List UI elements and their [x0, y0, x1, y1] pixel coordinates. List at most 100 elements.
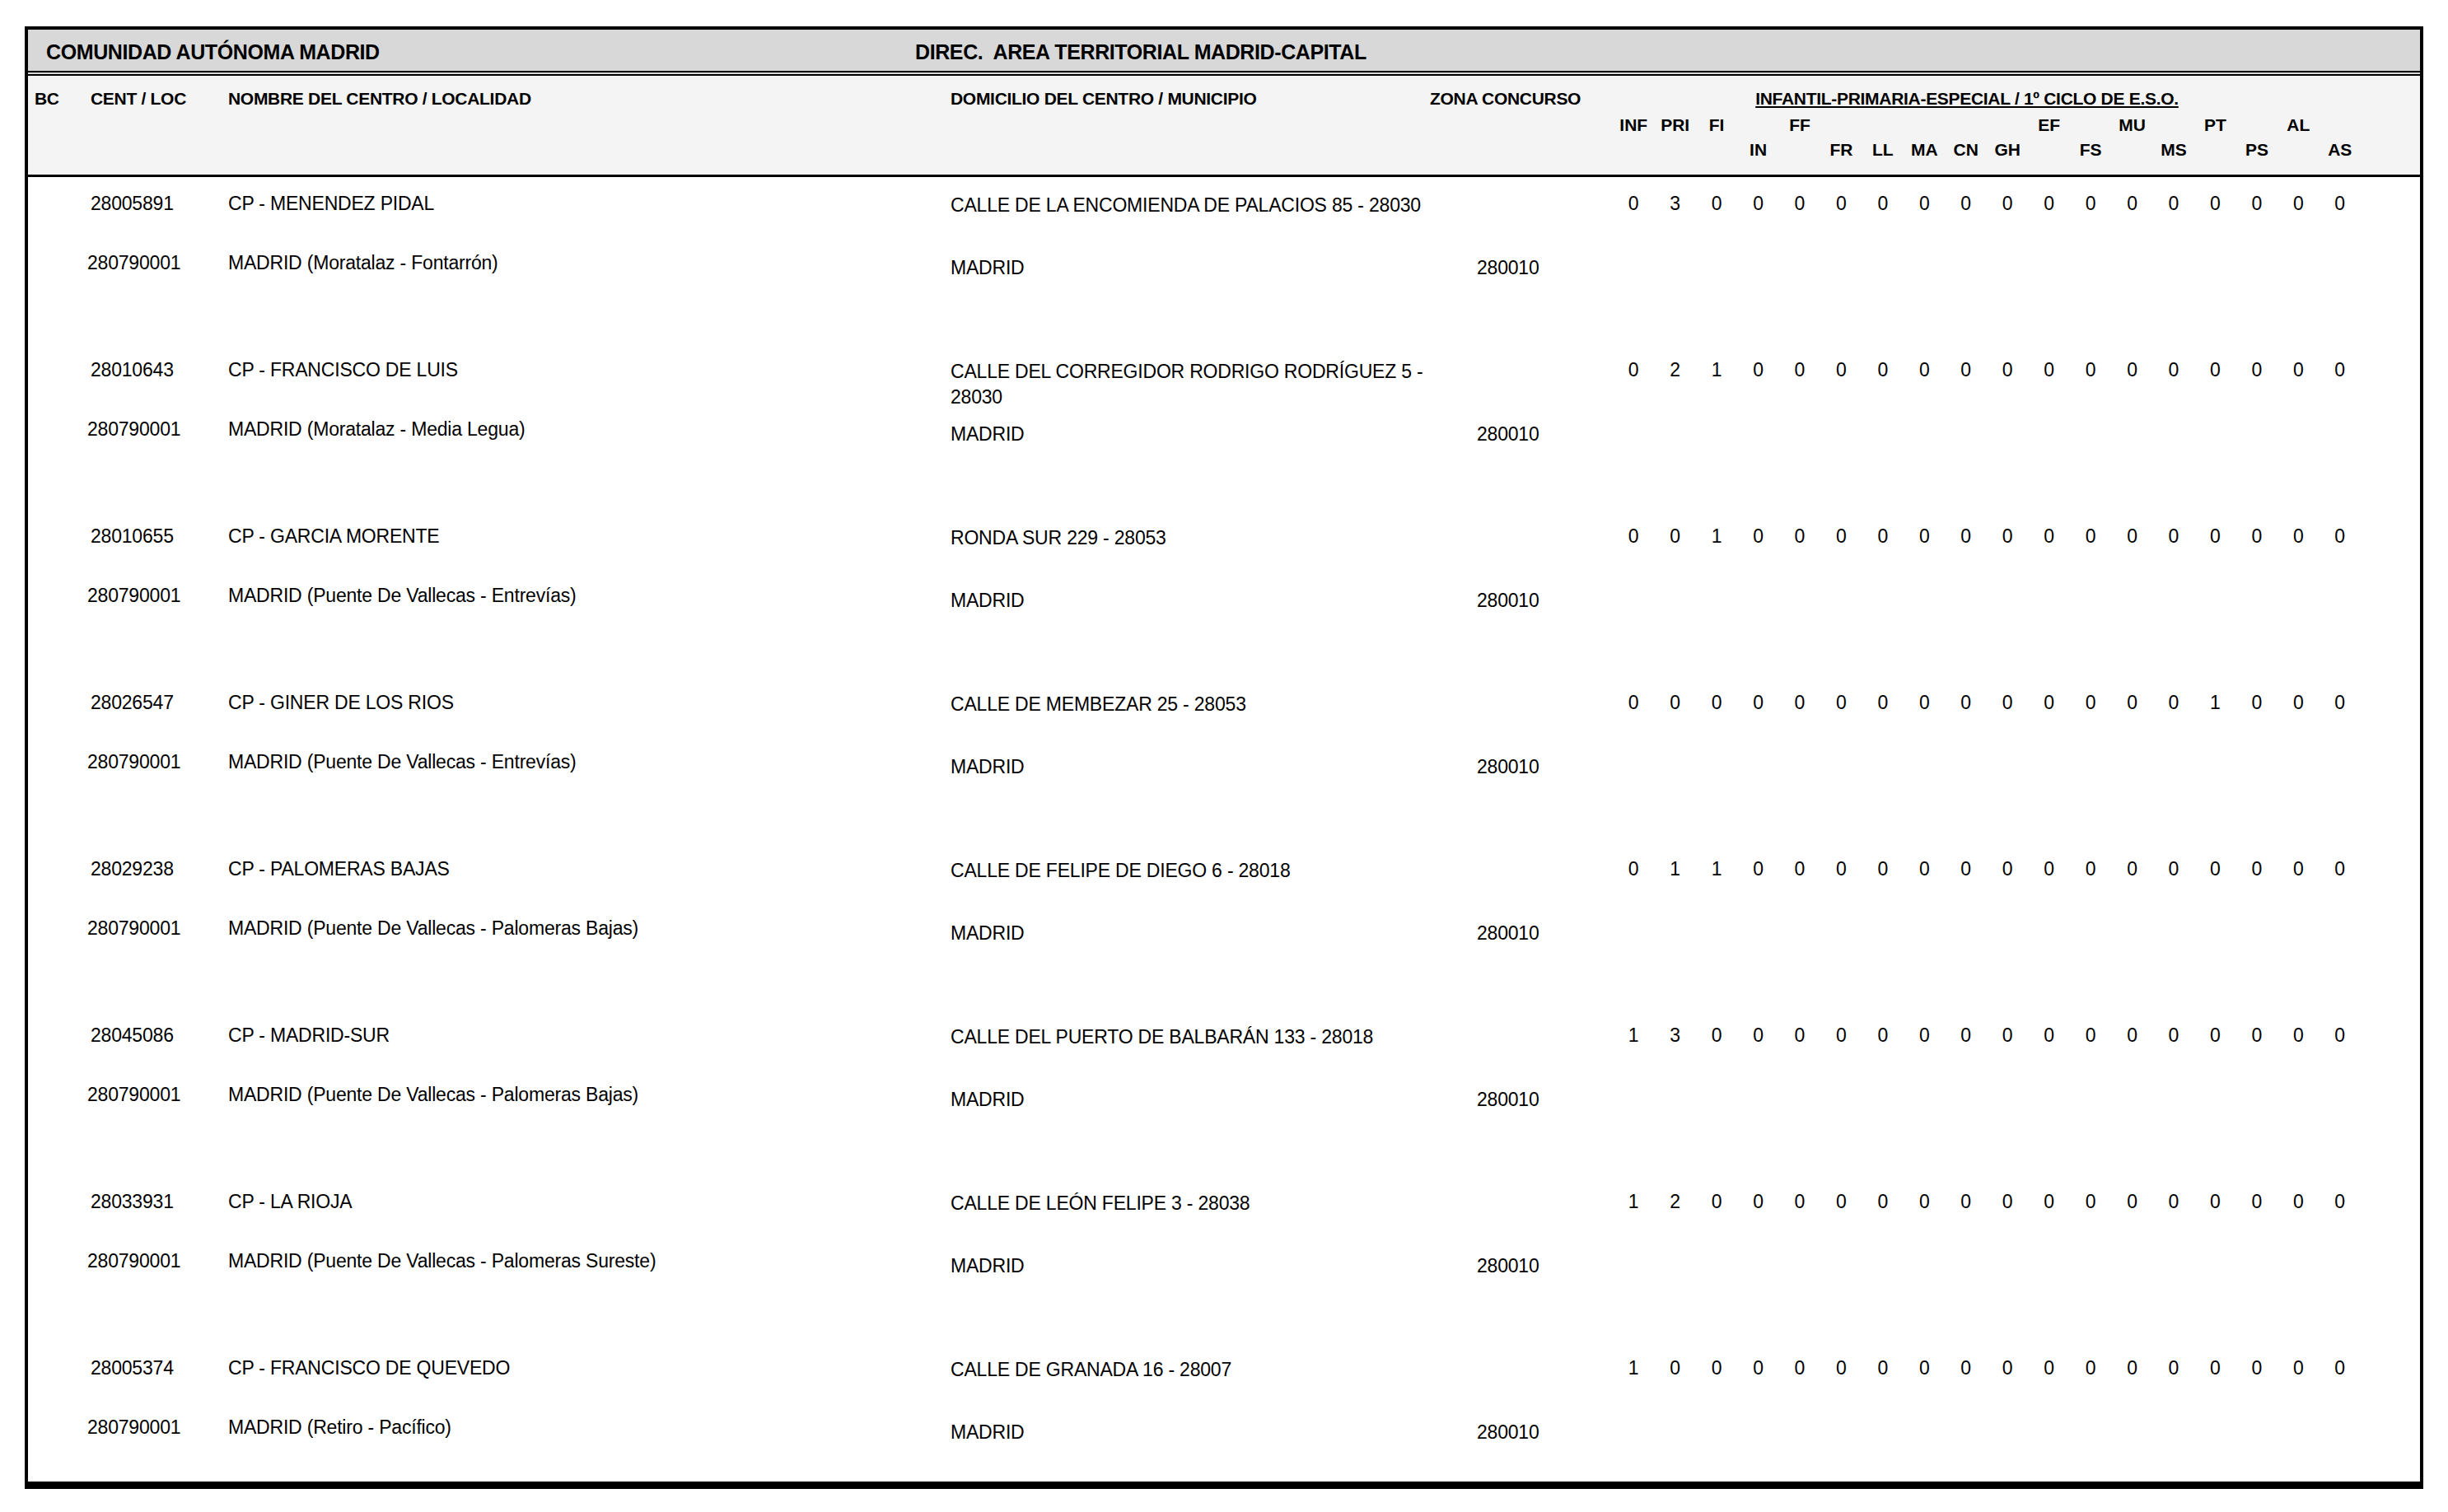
center-name: CP - FRANCISCO DE QUEVEDO: [228, 1357, 510, 1379]
vacancy-count: 0: [1987, 858, 2028, 880]
center-code: 28033931: [91, 1191, 174, 1213]
vacancy-count: 0: [1779, 193, 1820, 215]
vacancy-values: 130000000000000000: [1613, 1024, 2361, 1047]
subject-code-cell: PRI: [1654, 115, 1695, 135]
col-header-zona-concurso: ZONA CONCURSO: [1430, 89, 1581, 109]
center-address: CALLE DE GRANADA 16 - 28007: [951, 1357, 1428, 1383]
vacancy-count: 0: [2153, 193, 2194, 215]
center-row: 28033931 CP - LA RIOJA CALLE DE LEÓN FEL…: [28, 1191, 2420, 1356]
vacancy-count: 0: [1904, 359, 1945, 381]
subject-code-cell: AL: [2277, 115, 2319, 135]
vacancy-count: 0: [1737, 1191, 1778, 1213]
vacancy-count: 1: [1613, 1024, 1654, 1047]
vacancy-values: 100000000000000000: [1613, 1357, 2361, 1379]
vacancy-count: 0: [1737, 1024, 1778, 1047]
vacancy-count: 1: [1613, 1357, 1654, 1379]
vacancy-count: 0: [2070, 858, 2111, 880]
center-address: CALLE DE LA ENCOMIENDA DE PALACIOS 85 - …: [951, 193, 1428, 218]
center-row: 28045086 CP - MADRID-SUR CALLE DEL PUERT…: [28, 1024, 2420, 1189]
vacancy-count: 0: [2028, 193, 2069, 215]
zona-concurso-value: 280010: [1477, 1255, 1539, 1277]
vacancy-count: 0: [2236, 858, 2277, 880]
vacancy-count: 0: [2111, 1024, 2152, 1047]
subject-code-cell: [1862, 115, 1904, 135]
vacancy-count: 0: [2277, 1024, 2319, 1047]
vacancy-count: 0: [2194, 1357, 2235, 1379]
vacancy-count: 0: [1904, 692, 1945, 714]
center-address: CALLE DEL PUERTO DE BALBARÁN 133 - 28018: [951, 1024, 1428, 1050]
vacancy-count: 0: [2111, 692, 2152, 714]
vacancy-count: 0: [2320, 193, 2361, 215]
center-address: CALLE DE MEMBEZAR 25 - 28053: [951, 692, 1428, 717]
vacancy-count: 0: [2153, 525, 2194, 548]
vacancy-count: 0: [1654, 692, 1695, 714]
subject-code-cell: FI: [1696, 115, 1737, 135]
vacancy-count: 0: [1779, 858, 1820, 880]
vacancy-count: 0: [1696, 193, 1737, 215]
vacancy-count: 1: [2194, 692, 2235, 714]
subject-code-cell: [1987, 115, 2028, 135]
region-title: COMUNIDAD AUTÓNOMA MADRID: [46, 40, 380, 64]
vacancy-count: 0: [1862, 858, 1904, 880]
vacancy-count: 0: [2028, 1024, 2069, 1047]
vacancy-count: 0: [2320, 359, 2361, 381]
subject-code-cell: [2236, 115, 2277, 135]
vacancy-count: 0: [2070, 692, 2111, 714]
col-header-domicilio: DOMICILIO DEL CENTRO / MUNICIPIO: [951, 89, 1257, 109]
locality-name: MADRID (Puente De Vallecas - Palomeras B…: [228, 917, 638, 940]
vacancy-count: 0: [2236, 359, 2277, 381]
subject-code-cell: PS: [2236, 140, 2277, 160]
vacancy-count: 0: [2277, 193, 2319, 215]
subject-code-cell: FF: [1779, 115, 1820, 135]
vacancy-count: 0: [2028, 692, 2069, 714]
vacancy-count: 1: [1696, 359, 1737, 381]
zona-concurso-value: 280010: [1477, 257, 1539, 279]
vacancy-count: 1: [1696, 525, 1737, 548]
center-address: RONDA SUR 229 - 28053: [951, 525, 1428, 551]
vacancy-count: 0: [1987, 1357, 2028, 1379]
vacancy-count: 0: [2028, 1191, 2069, 1213]
vacancy-values: 021000000000000000: [1613, 359, 2361, 381]
vacancy-count: 0: [2236, 1024, 2277, 1047]
vacancy-count: 0: [2320, 525, 2361, 548]
vacancy-count: 0: [2194, 359, 2235, 381]
column-header-band: BC CENT / LOC NOMBRE DEL CENTRO / LOCALI…: [28, 76, 2420, 177]
subject-code-cell: AS: [2320, 140, 2361, 160]
center-row: 28005891 CP - MENENDEZ PIDAL CALLE DE LA…: [28, 193, 2420, 357]
subject-code-cell: FS: [2070, 140, 2111, 160]
vacancy-count: 0: [1862, 1191, 1904, 1213]
center-name: CP - PALOMERAS BAJAS: [228, 858, 450, 880]
subject-code-cell: [2277, 140, 2319, 160]
vacancy-count: 0: [1862, 692, 1904, 714]
vacancy-count: 0: [1987, 525, 2028, 548]
vacancy-count: 0: [1737, 359, 1778, 381]
vacancy-count: 0: [2153, 858, 2194, 880]
center-code: 28010655: [91, 525, 174, 548]
vacancy-count: 0: [1904, 1357, 1945, 1379]
vacancy-count: 0: [2277, 359, 2319, 381]
subject-code-cell: EF: [2028, 115, 2069, 135]
vacancy-count: 2: [1654, 359, 1695, 381]
vacancy-count: 0: [2236, 525, 2277, 548]
locality-name: MADRID (Puente De Vallecas - Entrevías): [228, 751, 577, 773]
vacancy-count: 0: [1613, 359, 1654, 381]
subject-code-cell: [2194, 140, 2235, 160]
vacancy-count: 0: [1904, 1024, 1945, 1047]
vacancy-count: 0: [1779, 525, 1820, 548]
vacancy-count: 0: [2070, 525, 2111, 548]
locality-name: MADRID (Puente De Vallecas - Palomeras B…: [228, 1084, 638, 1106]
vacancy-count: 0: [1696, 1024, 1737, 1047]
vacancy-count: 0: [1613, 858, 1654, 880]
vacancy-count: 0: [1904, 1191, 1945, 1213]
subject-code-cell: [1779, 140, 1820, 160]
subject-code-cell: [2320, 115, 2361, 135]
vacancy-count: 0: [2111, 359, 2152, 381]
vacancy-values: 030000000000000000: [1613, 193, 2361, 215]
vacancy-count: 3: [1654, 193, 1695, 215]
vacancy-count: 0: [2070, 193, 2111, 215]
vacancy-count: 0: [1613, 193, 1654, 215]
vacancy-count: 0: [1696, 1357, 1737, 1379]
municipality: MADRID: [951, 423, 1025, 446]
center-code: 28045086: [91, 1024, 174, 1047]
locality-code: 280790001: [87, 1416, 180, 1439]
